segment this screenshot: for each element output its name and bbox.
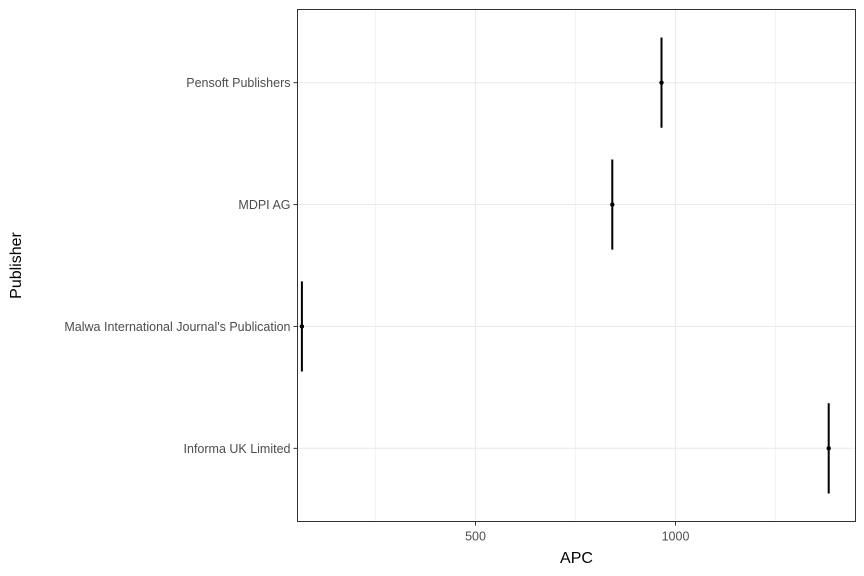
point-malwa-international-journal-s-publication [299, 324, 305, 329]
y-axis: Informa UK Limited Malwa International Jo… [64, 76, 298, 456]
x-tick-label: 1000 [662, 530, 690, 544]
panel-border [297, 9, 856, 522]
point-pensoft-publishers [659, 80, 664, 85]
y-tick-label: Malwa International Journal's Publicatio… [64, 320, 290, 334]
y-tick-label: MDPI AG [238, 198, 290, 212]
major-grid [297, 9, 856, 522]
x-axis-title: APC [560, 550, 593, 567]
point-mdpi-ag [610, 202, 615, 207]
x-tick-label: 500 [465, 530, 486, 544]
y-tick-label: Pensoft Publishers [186, 76, 290, 90]
y-axis-title: Publisher [8, 231, 25, 298]
point-informa-uk-limited [826, 446, 831, 451]
x-axis: 500 1000 [465, 521, 690, 544]
data-marks [299, 37, 831, 494]
y-tick-label: Informa UK Limited [184, 442, 291, 456]
minor-grid [375, 9, 776, 522]
